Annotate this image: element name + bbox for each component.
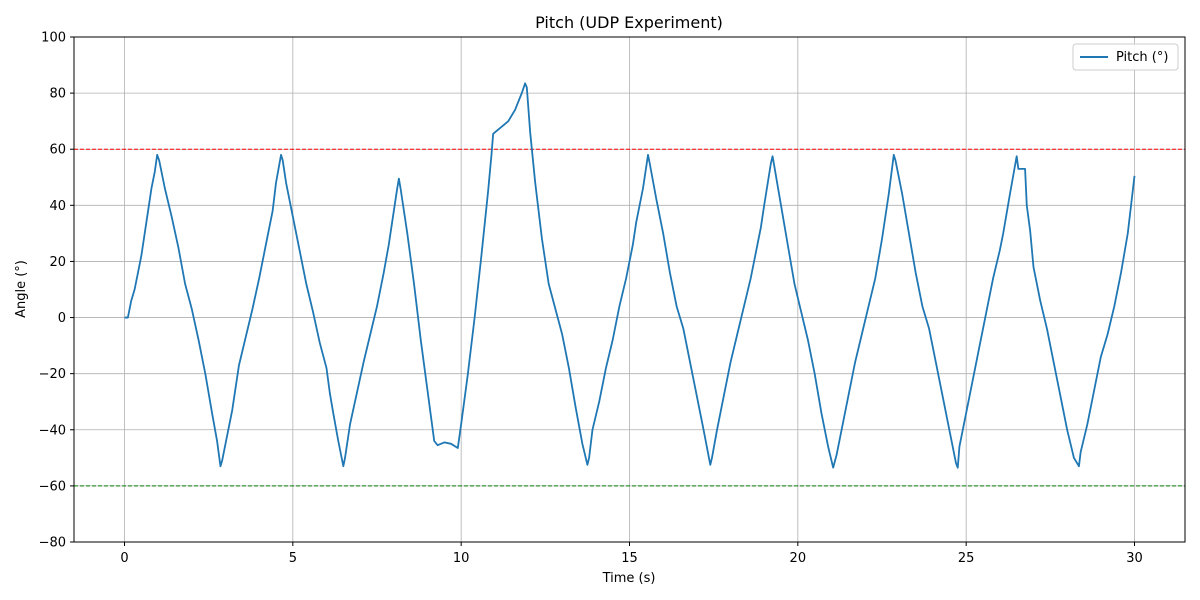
legend: Pitch (°) (1072, 43, 1179, 71)
x-tick-label: 15 (621, 551, 638, 566)
x-tick-label: 30 (1126, 551, 1143, 566)
y-tick-label: −40 (39, 423, 66, 438)
y-tick-label: 100 (41, 31, 66, 46)
x-tick-label: 0 (120, 551, 128, 566)
y-tick-label: 40 (49, 199, 66, 214)
chart-title: Pitch (UDP Experiment) (535, 13, 723, 32)
y-tick-label: 20 (49, 255, 66, 270)
x-tick-label: 5 (289, 551, 297, 566)
y-tick-label: 60 (49, 143, 66, 158)
legend-box (1072, 43, 1179, 71)
x-tick-label: 20 (790, 551, 807, 566)
y-tick-label: −80 (39, 536, 66, 551)
y-tick-label: −60 (39, 479, 66, 494)
y-axis-label: Angle (°) (14, 260, 29, 318)
y-tick-label: 0 (58, 311, 66, 326)
x-tick-label: 10 (453, 551, 470, 566)
y-tick-label: 80 (49, 87, 66, 102)
legend-label: Pitch (°) (1116, 50, 1168, 65)
y-tick-label: −20 (39, 367, 66, 382)
x-axis-label: Time (s) (602, 571, 656, 586)
plot-area: 0 5 10 15 20 25 30 −80 −60 −40 −20 0 20 40 60 80 100 Pitc… (39, 31, 1186, 566)
x-tick-label: 25 (958, 551, 975, 566)
series-line-pitch (124, 82, 1136, 469)
